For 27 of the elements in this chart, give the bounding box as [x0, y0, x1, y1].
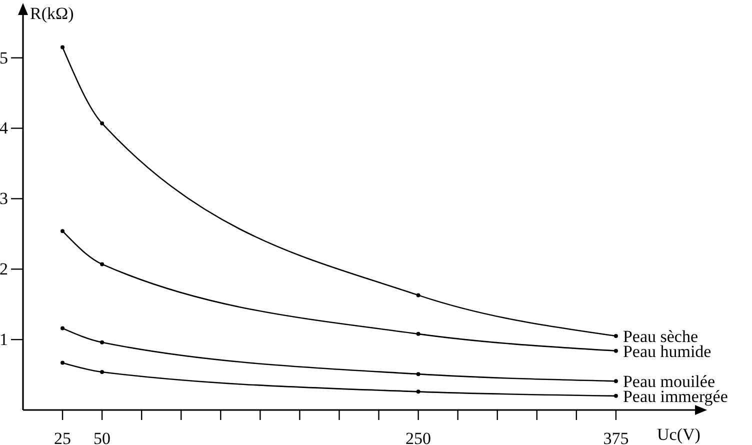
y-tick-label: 1	[0, 330, 8, 350]
point	[60, 360, 65, 365]
point	[100, 262, 104, 266]
point	[416, 332, 420, 336]
y-axis-title: R(kΩ)	[30, 4, 74, 23]
point	[60, 229, 65, 234]
y-tick-label: 2	[0, 260, 8, 279]
x-axis-title: Uc(V)	[657, 425, 700, 444]
point	[60, 326, 65, 330]
x-tick-label: 375	[603, 429, 629, 445]
point	[614, 334, 618, 338]
x-tick-label: 25	[54, 429, 72, 445]
point	[416, 372, 420, 376]
point	[614, 394, 618, 398]
y-tick-label: 3	[0, 189, 8, 208]
point	[416, 293, 420, 298]
point	[614, 379, 618, 384]
x-tick-label: 50	[94, 429, 111, 445]
point	[100, 370, 104, 374]
point	[614, 348, 618, 353]
y-tick-label: 4	[0, 118, 8, 138]
point	[100, 340, 104, 344]
y-tick-label: 5	[0, 48, 8, 68]
point	[100, 121, 104, 126]
point	[416, 390, 420, 394]
point	[60, 45, 65, 50]
x-tick-label: 250	[406, 429, 432, 445]
